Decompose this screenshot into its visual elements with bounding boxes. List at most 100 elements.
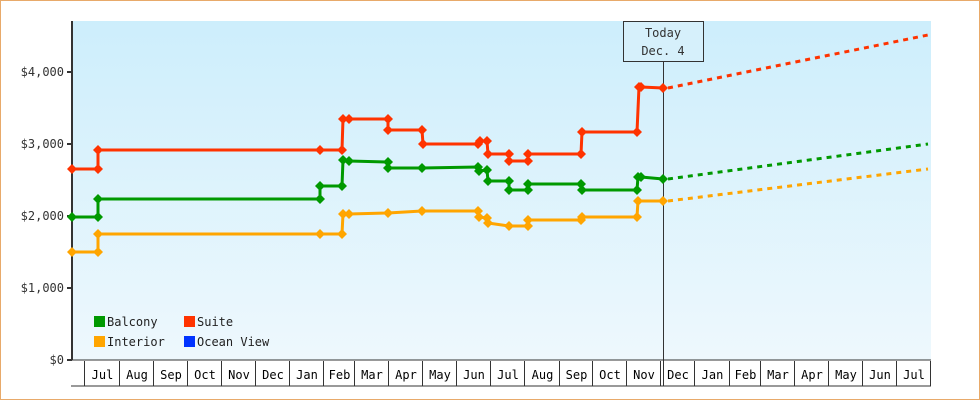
x-axis: Jul Aug Sep Oct Nov Dec Jan Feb Mar Apr May Jun Jul A…	[71, 359, 931, 387]
x-month-label: Oct	[599, 368, 621, 382]
data-point[interactable]	[658, 82, 668, 93]
data-point[interactable]	[93, 194, 103, 205]
data-point[interactable]	[483, 176, 493, 187]
data-point[interactable]	[658, 196, 668, 207]
data-point[interactable]	[337, 229, 347, 239]
series-suite	[67, 33, 929, 174]
data-point[interactable]	[417, 206, 427, 217]
data-point[interactable]	[93, 229, 103, 239]
data-point[interactable]	[383, 114, 393, 125]
x-month-label: Aug	[532, 368, 554, 382]
data-point[interactable]	[418, 139, 428, 149]
legend-item-interior[interactable]: Interior	[94, 335, 165, 349]
data-point[interactable]	[383, 207, 393, 218]
data-point[interactable]	[504, 149, 514, 160]
series-interior	[67, 167, 929, 257]
data-point[interactable]	[577, 126, 587, 137]
data-point[interactable]	[315, 229, 325, 239]
data-point[interactable]	[482, 164, 492, 175]
x-month-label: Dec	[262, 368, 284, 382]
x-month-label: Jul	[903, 368, 925, 382]
data-point[interactable]	[344, 208, 354, 219]
data-point[interactable]	[504, 185, 514, 196]
legend-item-ocean-view[interactable]: Ocean View	[184, 335, 270, 349]
data-point[interactable]	[632, 126, 642, 137]
data-point[interactable]	[474, 212, 484, 223]
data-point[interactable]	[523, 221, 533, 232]
data-point[interactable]	[483, 217, 493, 228]
x-month-label: Sep	[566, 368, 588, 382]
data-point[interactable]	[93, 144, 103, 155]
x-month-label: Jul	[92, 368, 114, 382]
data-point[interactable]	[315, 144, 325, 155]
data-point[interactable]	[576, 149, 586, 160]
x-month-label: Apr	[801, 368, 823, 382]
data-point[interactable]	[417, 125, 427, 136]
data-point[interactable]	[417, 162, 427, 173]
data-point[interactable]	[504, 221, 514, 232]
data-point[interactable]	[337, 180, 347, 191]
y-tick-label: $2,000	[21, 209, 64, 223]
data-point[interactable]	[523, 215, 533, 226]
data-point[interactable]	[483, 149, 493, 160]
data-point[interactable]	[504, 155, 514, 166]
today-box	[623, 21, 704, 62]
data-point[interactable]	[67, 212, 77, 223]
data-point[interactable]	[523, 155, 533, 166]
x-month-label: Mar	[767, 368, 789, 382]
series-balcony	[67, 142, 929, 223]
data-point[interactable]	[315, 194, 325, 205]
legend-label: Suite	[197, 315, 233, 329]
legend-swatch	[184, 316, 195, 327]
data-point[interactable]	[577, 212, 587, 223]
data-point[interactable]	[383, 157, 393, 167]
x-month-label: Mar	[361, 368, 383, 382]
x-month-label: Feb	[735, 368, 757, 382]
data-point[interactable]	[633, 196, 643, 207]
x-month-label: Feb	[329, 368, 351, 382]
data-point[interactable]	[632, 185, 642, 196]
data-point[interactable]	[344, 155, 354, 166]
data-point[interactable]	[338, 114, 348, 125]
data-point[interactable]	[636, 81, 646, 92]
data-point[interactable]	[504, 176, 514, 187]
data-point[interactable]	[577, 185, 587, 196]
data-point[interactable]	[93, 163, 103, 174]
data-point[interactable]	[67, 163, 77, 174]
data-point[interactable]	[658, 173, 668, 184]
legend: Balcony Suite Interior Ocean View	[94, 315, 270, 349]
x-month-label: Aug	[126, 368, 148, 382]
data-point[interactable]	[523, 149, 533, 160]
data-point[interactable]	[315, 180, 325, 191]
x-month-label: Jan	[296, 368, 318, 382]
today-marker: Today Dec. 4	[623, 21, 704, 386]
today-label: Today	[645, 26, 681, 40]
x-month-label: Jul	[497, 368, 519, 382]
data-point[interactable]	[523, 185, 533, 196]
plot-area	[72, 21, 931, 360]
x-month-label: Dec	[667, 368, 689, 382]
data-point[interactable]	[474, 166, 484, 176]
data-point[interactable]	[383, 162, 393, 173]
data-point[interactable]	[67, 247, 77, 257]
x-month-label: Jan	[702, 368, 724, 382]
legend-item-balcony[interactable]: Balcony	[94, 315, 158, 329]
data-point[interactable]	[632, 212, 642, 223]
data-point[interactable]	[338, 208, 348, 219]
data-point[interactable]	[475, 135, 485, 146]
data-point[interactable]	[93, 212, 103, 223]
data-point[interactable]	[482, 135, 492, 146]
x-month-label: Jun	[463, 368, 485, 382]
y-tick-label: $0	[50, 353, 64, 367]
legend-label: Balcony	[107, 315, 158, 329]
legend-label: Ocean View	[197, 335, 270, 349]
data-point[interactable]	[344, 114, 354, 125]
data-point[interactable]	[93, 247, 103, 257]
data-point[interactable]	[636, 171, 646, 182]
y-tick-label: $3,000	[21, 137, 64, 151]
data-point[interactable]	[383, 125, 393, 136]
legend-item-suite[interactable]: Suite	[184, 315, 233, 329]
data-point[interactable]	[337, 144, 347, 155]
data-point[interactable]	[523, 179, 533, 190]
